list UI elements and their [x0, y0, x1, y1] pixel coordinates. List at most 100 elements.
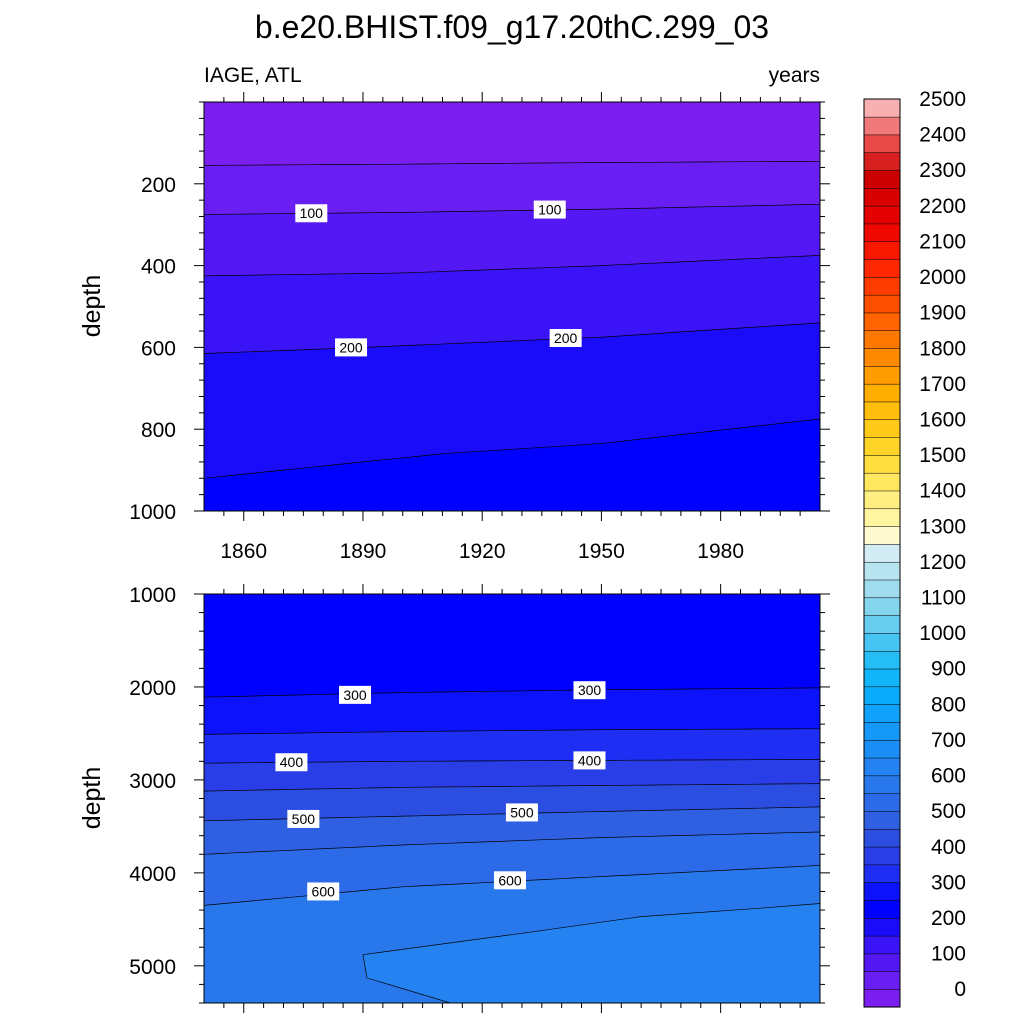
- y-tick-label: 5000: [129, 956, 176, 979]
- colorbar-swatch: [863, 935, 901, 955]
- colorbar-swatch: [863, 953, 901, 972]
- contour-line: [204, 418, 820, 479]
- contour-label: 200: [335, 338, 368, 357]
- y-tick-label: 200: [141, 174, 176, 197]
- colorbar-swatch: [863, 846, 901, 866]
- colorbar-swatch: [863, 276, 901, 296]
- colorbar-label: 1400: [919, 480, 966, 503]
- contour-band: [204, 419, 820, 511]
- colorbar-swatch: [863, 187, 901, 207]
- x-axis-ticks: [223, 584, 801, 1013]
- contour-label: 500: [505, 803, 538, 822]
- contour-line: [204, 687, 820, 698]
- colorbar-swatch: [863, 294, 901, 314]
- contour-band: [362, 903, 820, 1003]
- colorbar-label: 400: [931, 836, 966, 859]
- colorbar-label: 2200: [919, 195, 966, 218]
- svg-text:100: 100: [538, 202, 562, 218]
- colorbar-swatch: [863, 383, 901, 403]
- colorbar-label: 200: [931, 907, 966, 930]
- svg-text:500: 500: [292, 811, 316, 827]
- variable-region-label: IAGE, ATL: [204, 64, 302, 87]
- colorbar-swatch: [863, 704, 901, 723]
- colorbar-label: 500: [931, 800, 966, 823]
- lower-panel-y-axis-label: depth: [78, 767, 106, 830]
- svg-text:500: 500: [510, 804, 534, 820]
- colorbar-label: 600: [931, 765, 966, 788]
- colorbar-swatch: [863, 597, 901, 616]
- colorbar-swatch: [863, 864, 901, 883]
- colorbar-swatch: [863, 454, 901, 474]
- svg-text:200: 200: [339, 339, 363, 355]
- colorbar-swatch: [863, 490, 901, 510]
- colorbar-swatch: [863, 98, 901, 118]
- colorbar-swatch: [863, 330, 901, 349]
- colorbar-swatch: [863, 205, 901, 225]
- y-tick-label: 1000: [129, 584, 176, 607]
- y-tick-label: 4000: [129, 863, 176, 886]
- svg-text:400: 400: [578, 752, 602, 768]
- contour-label: 600: [494, 871, 527, 890]
- x-tick-label: 1950: [578, 540, 625, 563]
- colorbar-swatch: [863, 348, 901, 367]
- colorbar-swatch: [863, 169, 901, 189]
- colorbar-label: 900: [931, 658, 966, 681]
- colorbar: 0 100 200 300 400 500 600 700 800 900 1000 1100 1200…: [863, 88, 966, 1008]
- colorbar-swatch: [863, 401, 901, 421]
- colorbar-label: 300: [931, 871, 966, 894]
- svg-text:600: 600: [498, 872, 522, 888]
- colorbar-swatch: [863, 988, 901, 1008]
- colorbar-swatch: [863, 632, 901, 652]
- contour-line: [204, 255, 820, 277]
- colorbar-swatch: [863, 508, 901, 527]
- colorbar-swatch: [863, 615, 901, 634]
- contour-label: 600: [307, 882, 340, 901]
- colorbar-label: 2000: [919, 266, 966, 289]
- colorbar-label: 1500: [919, 444, 966, 467]
- contour-label: 400: [275, 753, 308, 772]
- colorbar-swatch: [863, 223, 901, 242]
- plot-frame: [203, 101, 821, 512]
- colorbar-swatch: [863, 543, 901, 563]
- contour-label: 300: [573, 681, 606, 700]
- colorbar-swatch: [863, 882, 901, 901]
- svg-text:400: 400: [280, 754, 304, 770]
- contour-label: 200: [549, 328, 582, 347]
- colorbar-swatch: [863, 312, 901, 332]
- colorbar-swatch: [863, 258, 901, 278]
- colorbar-label: 1900: [919, 302, 966, 325]
- colorbar-swatch: [863, 899, 901, 919]
- colorbar-label: 2300: [919, 159, 966, 182]
- colorbar-swatch: [863, 686, 901, 705]
- contour-line: [204, 783, 820, 792]
- colorbar-label: 2100: [919, 230, 966, 253]
- colorbar-swatch: [863, 526, 901, 545]
- x-axis-ticks: [223, 92, 801, 521]
- colorbar-swatch: [863, 241, 901, 260]
- contour-line: [204, 160, 820, 166]
- y-tick-label: 400: [141, 256, 176, 279]
- colorbar-label: 700: [931, 729, 966, 752]
- lower-panel: 300 300 400 400 500 500 600 600 1000 2000 3000 4000…: [129, 584, 830, 1013]
- colorbar-swatch: [863, 561, 901, 581]
- colorbar-swatch: [863, 810, 901, 830]
- contour-line: [204, 831, 820, 855]
- y-axis-ticks: [194, 593, 830, 1004]
- colorbar-swatch: [863, 365, 901, 385]
- contour-line: [204, 728, 820, 735]
- contour-label: 400: [573, 751, 606, 770]
- colorbar-swatch: [863, 579, 901, 599]
- colorbar-swatch: [863, 116, 901, 136]
- colorbar-swatch: [863, 650, 901, 670]
- colorbar-swatch: [863, 739, 901, 759]
- y-tick-label: 600: [141, 337, 176, 360]
- units-label: years: [769, 64, 820, 87]
- colorbar-label: 1300: [919, 515, 966, 538]
- colorbar-swatch: [863, 152, 901, 171]
- colorbar-swatch: [863, 419, 901, 438]
- upper-panel-y-axis-label: depth: [78, 275, 106, 338]
- colorbar-label: 800: [931, 693, 966, 716]
- colorbar-swatch: [863, 668, 901, 688]
- colorbar-swatch: [863, 757, 901, 777]
